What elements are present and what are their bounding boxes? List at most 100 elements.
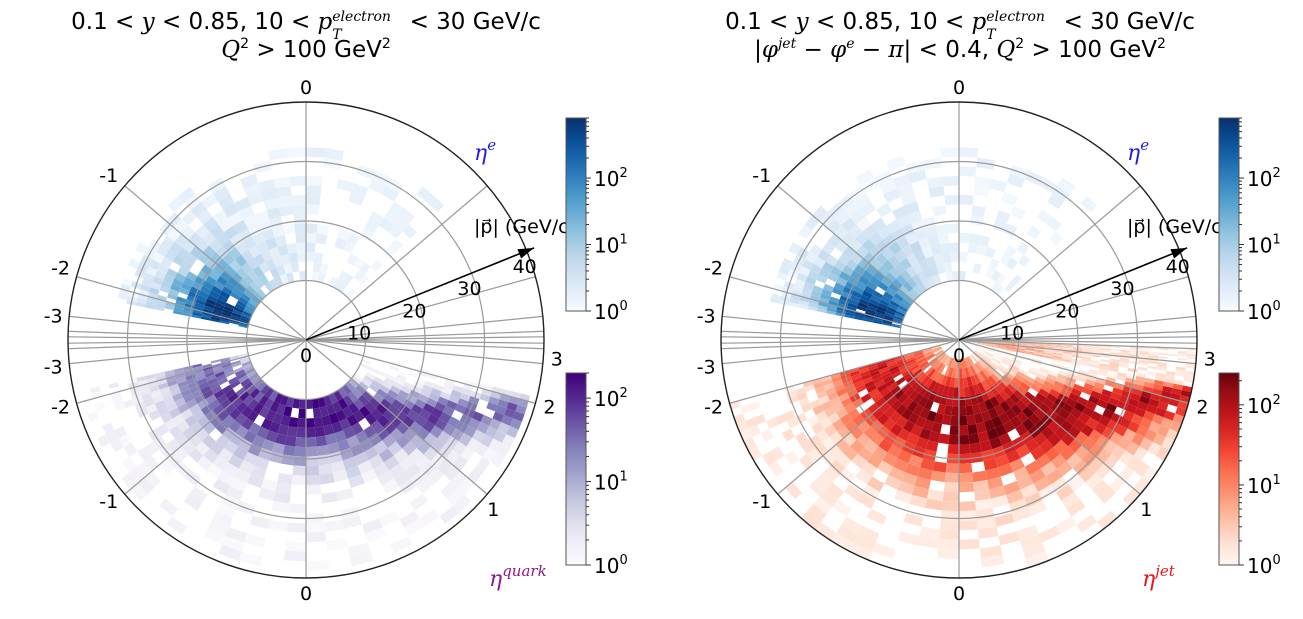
- heatmap-cell: [244, 304, 255, 313]
- heatmap-cell: [165, 301, 176, 308]
- heatmap-cell: [1101, 349, 1111, 352]
- heatmap-cell: [1154, 375, 1166, 382]
- heatmap-cell: [228, 420, 242, 433]
- heatmap-cell: [967, 242, 979, 254]
- heatmap-cell: [834, 210, 850, 226]
- heatmap-cell: [203, 527, 226, 545]
- heatmap-cell: [441, 386, 453, 395]
- heatmap-cell: [333, 278, 344, 290]
- heatmap-cell: [351, 422, 364, 435]
- heatmap-cell: [1120, 348, 1131, 351]
- heatmap-cell: [805, 251, 818, 264]
- heatmap-cell: [1001, 192, 1018, 206]
- heatmap-cell: [306, 232, 317, 243]
- heatmap-cell: [1009, 364, 1020, 371]
- heatmap-cell: [1186, 353, 1197, 356]
- heatmap-cell: [938, 538, 959, 550]
- heatmap-cell: [1034, 345, 1045, 347]
- heatmap-cell: [1094, 381, 1105, 390]
- heatmap-cell: [996, 345, 1007, 348]
- heatmap-cell: [1143, 381, 1155, 389]
- heatmap-cell: [389, 415, 403, 429]
- heatmap-cell: [229, 355, 240, 359]
- heatmap-cell: [1006, 343, 1016, 345]
- heatmap-cell: [194, 275, 206, 286]
- heatmap-cell: [1148, 351, 1159, 354]
- title-supsub: electron T: [332, 9, 402, 43]
- heatmap-cell: [265, 430, 278, 443]
- heatmap-cell: [402, 381, 414, 390]
- colorbar-tick-exp: 0: [1272, 299, 1280, 314]
- heatmap-cell: [416, 427, 430, 441]
- heatmap-cell: [306, 185, 322, 196]
- heatmap-cell: [867, 362, 878, 368]
- heatmap-cell: [370, 420, 384, 433]
- heatmap-cell: [1044, 345, 1054, 348]
- heatmap-cell: [1081, 387, 1093, 396]
- heatmap-cell: [920, 458, 935, 471]
- heatmap-cell: [217, 409, 230, 422]
- heatmap-cell: [1100, 359, 1110, 363]
- heatmap-cell: [1024, 351, 1034, 356]
- heatmap-cell: [807, 415, 820, 427]
- eta-tick-label: -2: [704, 396, 723, 418]
- heatmap-cell: [784, 450, 799, 466]
- heatmap-cell: [1163, 381, 1174, 388]
- heatmap-cell: [174, 397, 186, 408]
- heatmap-cell: [1092, 345, 1102, 347]
- heatmap-cell: [1136, 372, 1147, 378]
- heatmap-cell: [934, 349, 944, 356]
- heatmap-cell: [1139, 354, 1149, 358]
- heatmap-cell: [918, 396, 929, 408]
- heatmap-cell: [317, 396, 327, 408]
- heatmap-cell: [858, 258, 871, 271]
- heatmap-cell: [1102, 408, 1115, 420]
- heatmap-cell: [968, 385, 976, 396]
- heatmap-cell: [165, 268, 178, 279]
- heatmap-cell: [911, 261, 923, 274]
- heatmap-cell: [192, 365, 203, 371]
- heatmap-cell: [813, 256, 826, 269]
- heatmap-cell: [1043, 351, 1054, 355]
- heatmap-cell: [838, 271, 851, 282]
- heatmap-cell: [1177, 351, 1188, 354]
- heatmap-cell: [809, 399, 822, 409]
- heatmap-cell: [819, 417, 833, 430]
- title-sup-jet: jet: [777, 36, 797, 52]
- series-label-base: η: [489, 567, 502, 592]
- heatmap-cell: [847, 275, 859, 286]
- heatmap-cell: [261, 228, 275, 241]
- heatmap-cell: [175, 300, 186, 307]
- heatmap-cell: [211, 311, 222, 317]
- title-var-Q: Q: [996, 37, 1016, 63]
- eta-grid-line: [958, 315, 1196, 341]
- heatmap-cell: [1006, 449, 1021, 464]
- heatmap-cell: [1065, 397, 1077, 408]
- heatmap-cell: [800, 439, 815, 455]
- heatmap-cell: [193, 368, 204, 375]
- heatmap-cell: [112, 396, 124, 406]
- heatmap-cell: [218, 448, 234, 463]
- heatmap-cell: [222, 252, 235, 266]
- heatmap-cell: [235, 282, 247, 293]
- heatmap-cell: [359, 363, 370, 370]
- heatmap-cell: [1059, 365, 1070, 371]
- heatmap-cell: [823, 382, 835, 391]
- heatmap-cell: [1025, 551, 1050, 568]
- heatmap-cell: [191, 281, 203, 291]
- heatmap-cell: [1175, 366, 1186, 371]
- heatmap-cell: [949, 377, 956, 388]
- heatmap-cell: [897, 393, 909, 405]
- heatmap-cell: [893, 489, 912, 504]
- title-text: > 100 GeV: [1024, 37, 1157, 63]
- heatmap-cell: [1187, 349, 1197, 351]
- series-label-quark: ηquark: [489, 562, 547, 592]
- heatmap-cell: [324, 148, 345, 161]
- eta-grid-line: [69, 339, 307, 365]
- heatmap-cell: [154, 306, 165, 312]
- heatmap-cell: [932, 205, 947, 217]
- heatmap-cell: [1089, 363, 1100, 369]
- heatmap-cell: [889, 411, 902, 424]
- eta-tick-label: -3: [697, 357, 716, 379]
- heatmap-cell: [858, 367, 869, 374]
